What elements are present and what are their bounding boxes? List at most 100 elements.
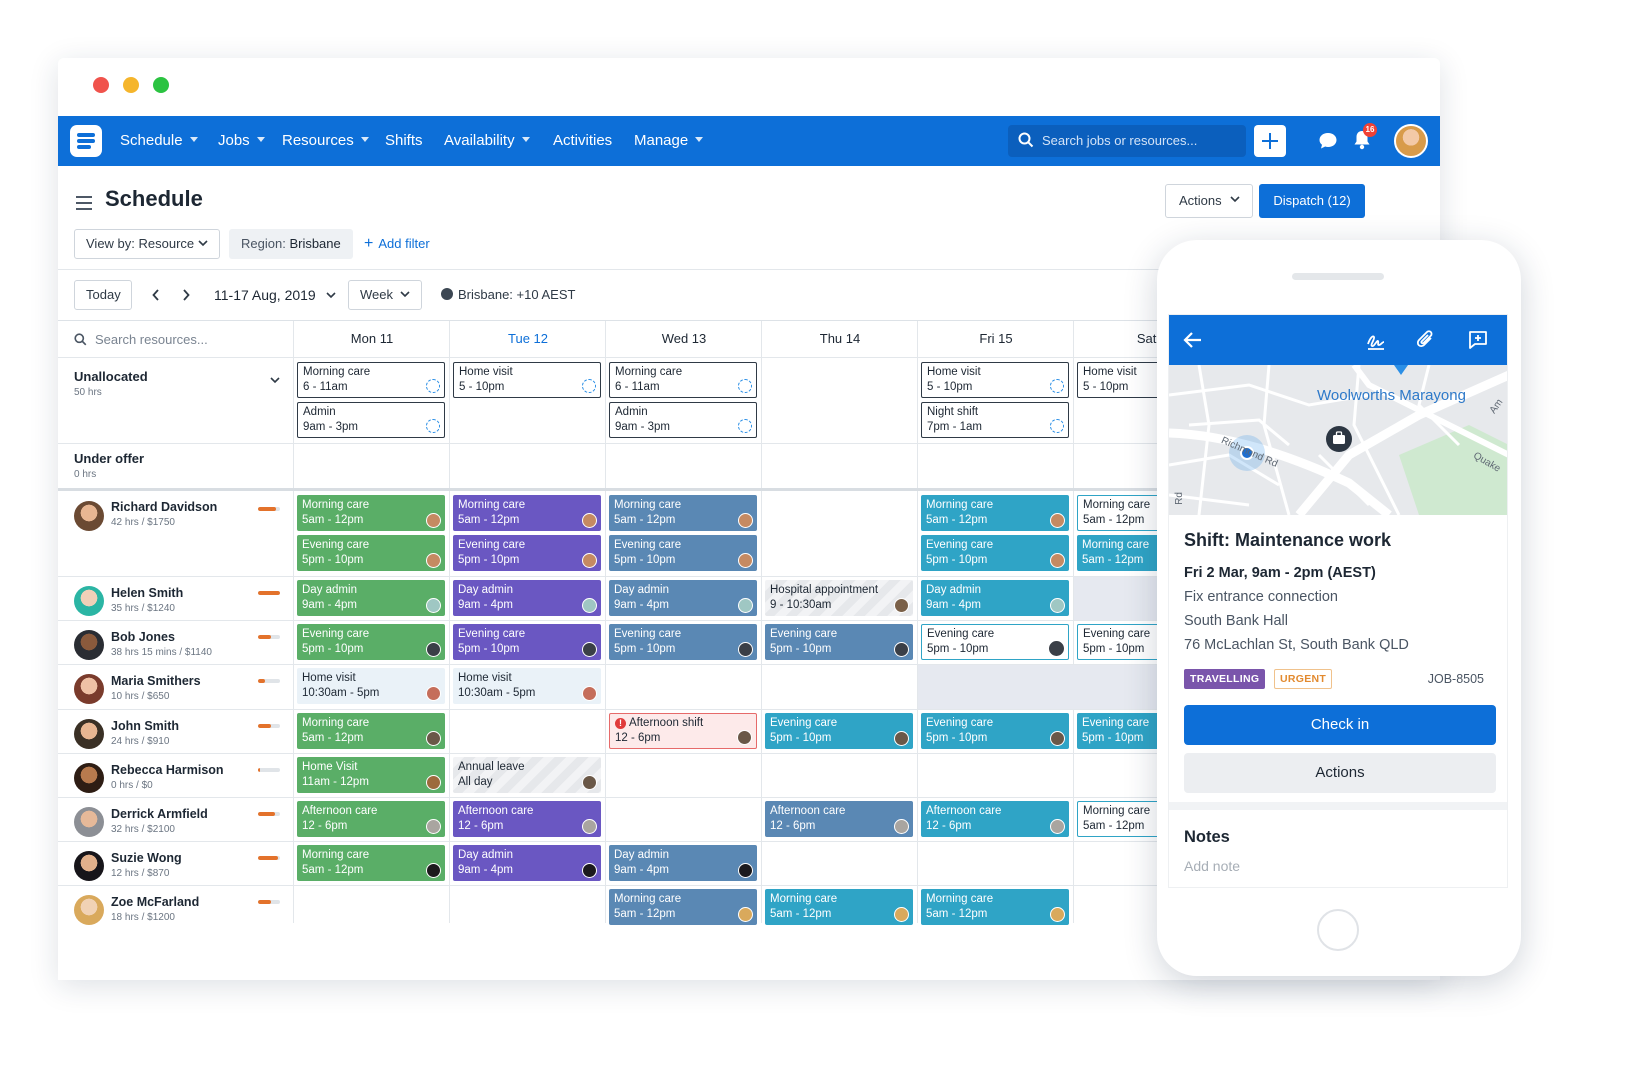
nav-availability[interactable]: Availability bbox=[444, 116, 530, 166]
shift-card[interactable]: Evening care 5pm - 10pm bbox=[921, 713, 1069, 749]
attachment-icon[interactable] bbox=[1415, 329, 1437, 351]
shift-card[interactable]: Morning care 5am - 12pm bbox=[609, 495, 757, 531]
chevron-right-icon[interactable] bbox=[182, 289, 190, 301]
shift-card[interactable]: Morning care 5am - 12pm bbox=[297, 845, 445, 881]
avatar bbox=[582, 863, 597, 878]
add-note-input[interactable]: Add note bbox=[1184, 858, 1241, 874]
shift-card[interactable]: Morning care 5am - 12pm bbox=[921, 495, 1069, 531]
shift-card[interactable]: Morning care 5am - 12pm bbox=[297, 495, 445, 531]
period-dropdown[interactable]: Week bbox=[348, 280, 422, 310]
nav-resources[interactable]: Resources bbox=[282, 116, 369, 166]
load-bar bbox=[258, 591, 280, 595]
shift-card[interactable]: Evening care 5pm - 10pm bbox=[765, 624, 913, 660]
avatar bbox=[738, 598, 753, 613]
shift-card-alert[interactable]: ! Afternoon shift 12 - 6pm bbox=[609, 713, 757, 749]
today-button[interactable]: Today bbox=[74, 280, 132, 310]
add-comment-icon[interactable] bbox=[1467, 329, 1489, 351]
check-in-button[interactable]: Check in bbox=[1184, 705, 1496, 745]
actions-label: Actions bbox=[1179, 193, 1222, 208]
shift-card[interactable]: Day admin 9am - 4pm bbox=[453, 580, 601, 616]
add-filter-button[interactable]: + Add filter bbox=[364, 229, 430, 259]
shift-card[interactable]: Evening care 5pm - 10pm bbox=[609, 624, 757, 660]
search-input[interactable]: Search jobs or resources... bbox=[1042, 133, 1198, 148]
unassigned-icon bbox=[426, 379, 440, 393]
actions-dropdown[interactable]: Actions bbox=[1165, 184, 1253, 218]
shift-card[interactable]: Afternoon care 12 - 6pm bbox=[765, 801, 913, 837]
shift-card[interactable]: Home visit 10:30am - 5pm bbox=[297, 668, 445, 704]
shift-card[interactable]: Evening care 5pm - 10pm bbox=[297, 535, 445, 571]
shift-card[interactable]: Evening care 5pm - 10pm bbox=[453, 535, 601, 571]
shift-card[interactable]: Day admin 9am - 4pm bbox=[453, 845, 601, 881]
chevron-down-icon bbox=[400, 291, 410, 298]
top-nav: Schedule Jobs Resources Shifts Availabil… bbox=[58, 116, 1440, 166]
app-logo-icon[interactable] bbox=[70, 125, 102, 157]
shift-card[interactable]: Day admin 9am - 4pm bbox=[609, 580, 757, 616]
job-card[interactable]: Home visit 5 - 10pm bbox=[921, 362, 1069, 398]
day-header-tue: Tue 12 bbox=[508, 331, 548, 346]
leave-card[interactable]: Annual leave All day bbox=[453, 757, 601, 793]
shift-card[interactable]: Evening care 5pm - 10pm bbox=[921, 624, 1069, 660]
job-card[interactable]: Morning care 6 - 11am bbox=[609, 362, 757, 398]
job-card[interactable]: Admin 9am - 3pm bbox=[609, 402, 757, 438]
shift-card[interactable]: Home visit 10:30am - 5pm bbox=[453, 668, 601, 704]
view-by-dropdown[interactable]: View by: Resource bbox=[74, 229, 220, 259]
shift-card[interactable]: Morning care 5am - 12pm bbox=[297, 713, 445, 749]
resource-search-input[interactable]: Search resources... bbox=[95, 332, 208, 347]
global-search[interactable]: Search jobs or resources... bbox=[1008, 125, 1246, 157]
resource-hours: 10 hrs / $650 bbox=[111, 691, 170, 702]
shift-card[interactable]: Morning care 5am - 12pm bbox=[921, 889, 1069, 925]
view-by-label: View by: Resource bbox=[86, 236, 195, 251]
signature-icon[interactable] bbox=[1365, 329, 1387, 351]
shift-card[interactable]: Afternoon care 12 - 6pm bbox=[297, 801, 445, 837]
avatar bbox=[582, 553, 597, 568]
shift-card[interactable]: Afternoon care 12 - 6pm bbox=[921, 801, 1069, 837]
chevron-down-icon[interactable] bbox=[270, 377, 280, 384]
unassigned-icon bbox=[426, 419, 440, 433]
shift-card[interactable]: Evening care 5pm - 10pm bbox=[297, 624, 445, 660]
unallocated-label: Unallocated bbox=[74, 369, 148, 384]
shift-card[interactable]: Day admin 9am - 4pm bbox=[921, 580, 1069, 616]
shift-card[interactable]: Morning care 5am - 12pm bbox=[765, 889, 913, 925]
resource-search[interactable]: Search resources... bbox=[74, 332, 208, 347]
shift-card[interactable]: Home Visit 11am - 12pm bbox=[297, 757, 445, 793]
avatar bbox=[426, 686, 441, 701]
dispatch-button[interactable]: Dispatch (12) bbox=[1259, 184, 1365, 218]
nav-jobs[interactable]: Jobs bbox=[218, 116, 265, 166]
shift-card[interactable]: Morning care 5am - 12pm bbox=[609, 889, 757, 925]
shift-card[interactable]: Evening care 5pm - 10pm bbox=[609, 535, 757, 571]
minimize-window-dot[interactable] bbox=[123, 77, 139, 93]
avatar bbox=[426, 598, 441, 613]
add-button[interactable] bbox=[1254, 125, 1286, 157]
shift-card[interactable]: Evening care 5pm - 10pm bbox=[921, 535, 1069, 571]
shift-card[interactable]: Evening care 5pm - 10pm bbox=[453, 624, 601, 660]
shift-card[interactable]: Day admin 9am - 4pm bbox=[609, 845, 757, 881]
timezone-indicator[interactable]: Brisbane: +10 AEST bbox=[441, 287, 575, 302]
home-button[interactable] bbox=[1317, 909, 1359, 951]
shift-card[interactable]: Day admin 9am - 4pm bbox=[297, 580, 445, 616]
shift-card[interactable]: Evening care 5pm - 10pm bbox=[765, 713, 913, 749]
mobile-actions-button[interactable]: Actions bbox=[1184, 753, 1496, 793]
resource-row[interactable]: Richard Davidson 42 hrs / $1750 bbox=[58, 491, 294, 576]
nav-shifts[interactable]: Shifts bbox=[385, 132, 423, 149]
menu-icon[interactable] bbox=[76, 196, 92, 214]
shift-card[interactable]: Morning care 5am - 12pm bbox=[453, 495, 601, 531]
shift-card[interactable]: Hospital appointment 9 - 10:30am bbox=[765, 580, 913, 616]
shift-card[interactable]: Afternoon care 12 - 6pm bbox=[453, 801, 601, 837]
job-card[interactable]: Night shift 7pm - 1am bbox=[921, 402, 1069, 438]
nav-activities[interactable]: Activities bbox=[553, 132, 613, 149]
job-card[interactable]: Home visit 5 - 10pm bbox=[453, 362, 601, 398]
location-map[interactable]: Woolworths Marayong Richmond Rd Quake Am… bbox=[1169, 365, 1507, 515]
close-window-dot[interactable] bbox=[93, 77, 109, 93]
chat-icon[interactable] bbox=[1318, 131, 1338, 151]
region-filter-chip[interactable]: Region: Brisbane bbox=[229, 229, 353, 259]
back-arrow-icon[interactable] bbox=[1183, 330, 1203, 350]
nav-manage[interactable]: Manage bbox=[634, 116, 703, 166]
chevron-left-icon[interactable] bbox=[152, 289, 160, 301]
user-avatar[interactable] bbox=[1394, 124, 1428, 158]
nav-schedule[interactable]: Schedule bbox=[120, 116, 198, 166]
job-card[interactable]: Admin 9am - 3pm bbox=[297, 402, 445, 438]
date-range-picker[interactable]: 11-17 Aug, 2019 bbox=[214, 284, 336, 306]
maximize-window-dot[interactable] bbox=[153, 77, 169, 93]
job-card[interactable]: Morning care 6 - 11am bbox=[297, 362, 445, 398]
avatar bbox=[426, 731, 441, 746]
